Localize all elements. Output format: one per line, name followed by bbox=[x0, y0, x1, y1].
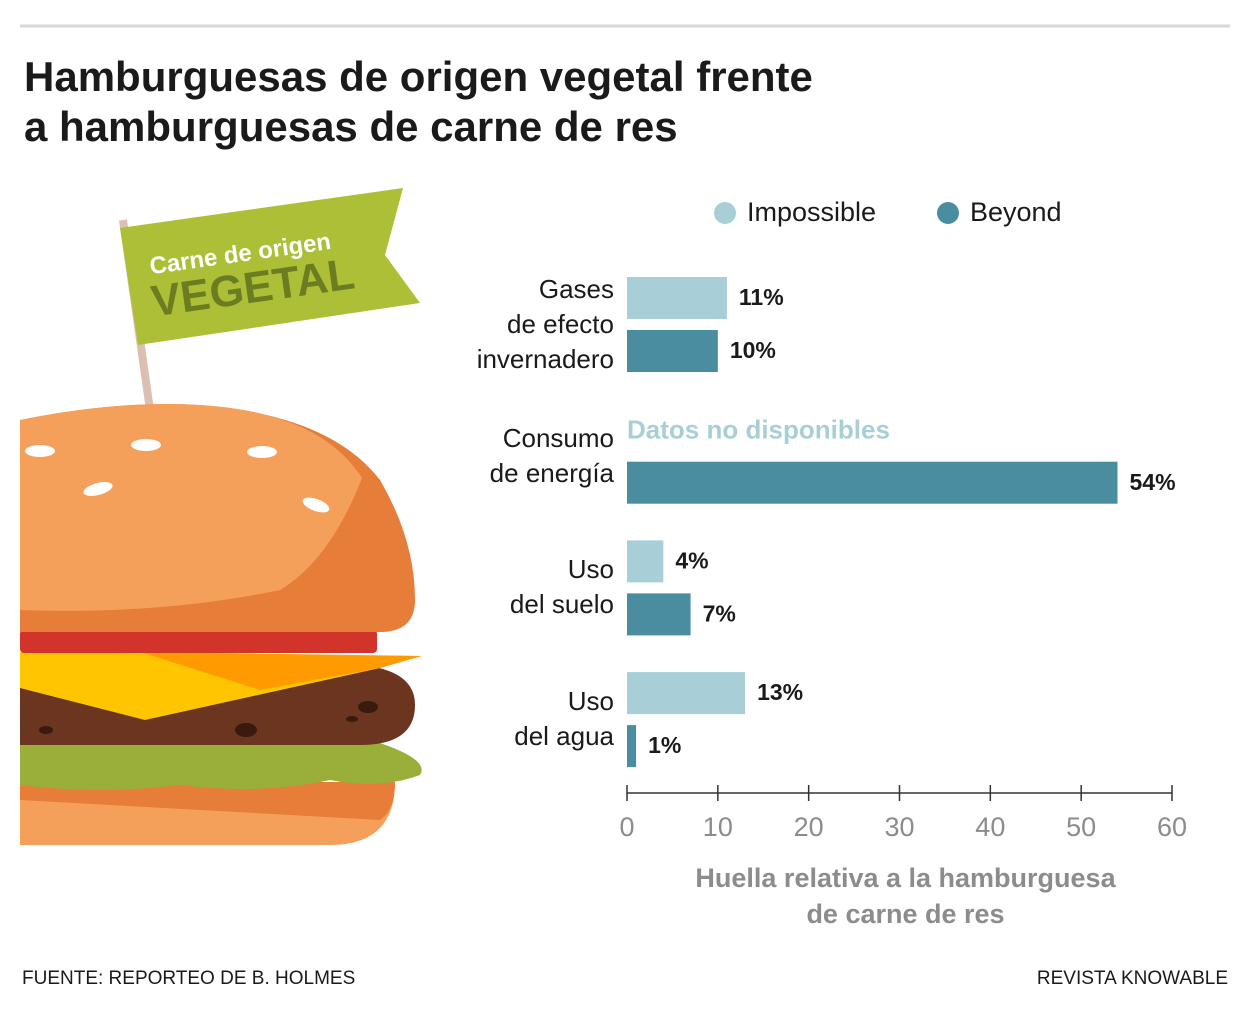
value-label: 7% bbox=[703, 600, 736, 626]
bar bbox=[627, 330, 718, 372]
x-tick-label: 0 bbox=[619, 812, 634, 842]
value-label: 13% bbox=[757, 679, 803, 705]
value-label: 10% bbox=[730, 337, 776, 363]
bar bbox=[627, 672, 746, 715]
burger-illustration: Carne de origen VEGETAL bbox=[20, 188, 422, 845]
x-tick-label: 40 bbox=[975, 812, 1005, 842]
x-tick-label: 10 bbox=[703, 812, 733, 842]
x-axis-label: Huella relativa a la hamburguesa de carn… bbox=[695, 863, 1116, 929]
value-label: 1% bbox=[648, 732, 681, 758]
bar bbox=[627, 277, 727, 319]
category-label: Uso del agua bbox=[514, 686, 614, 752]
x-tick-label: 20 bbox=[794, 812, 824, 842]
category-label: Gases de efecto invernadero bbox=[476, 273, 614, 374]
bar bbox=[627, 540, 664, 583]
bar bbox=[627, 461, 1118, 504]
annotation: Datos no disponibles bbox=[627, 415, 890, 445]
value-label: 4% bbox=[675, 547, 708, 573]
legend-swatch bbox=[937, 202, 959, 224]
chart-title: Hamburguesas de origen vegetal frente a … bbox=[24, 53, 813, 150]
legend-label: Beyond bbox=[970, 197, 1062, 227]
category-label: Uso del suelo bbox=[509, 554, 614, 620]
legend-swatch bbox=[714, 202, 736, 224]
x-tick-label: 30 bbox=[884, 812, 914, 842]
value-label: 11% bbox=[739, 284, 784, 310]
category-label: Consumo de energía bbox=[489, 422, 614, 488]
credit: REVISTA KNOWABLE bbox=[1036, 968, 1228, 989]
source: FUENTE: REPORTEO DE B. HOLMES bbox=[22, 968, 356, 989]
value-label: 54% bbox=[1130, 469, 1176, 495]
x-tick-label: 60 bbox=[1157, 812, 1187, 842]
x-tick-label: 50 bbox=[1066, 812, 1096, 842]
legend-label: Impossible bbox=[747, 197, 876, 227]
bar bbox=[627, 593, 691, 636]
bar bbox=[627, 725, 637, 768]
